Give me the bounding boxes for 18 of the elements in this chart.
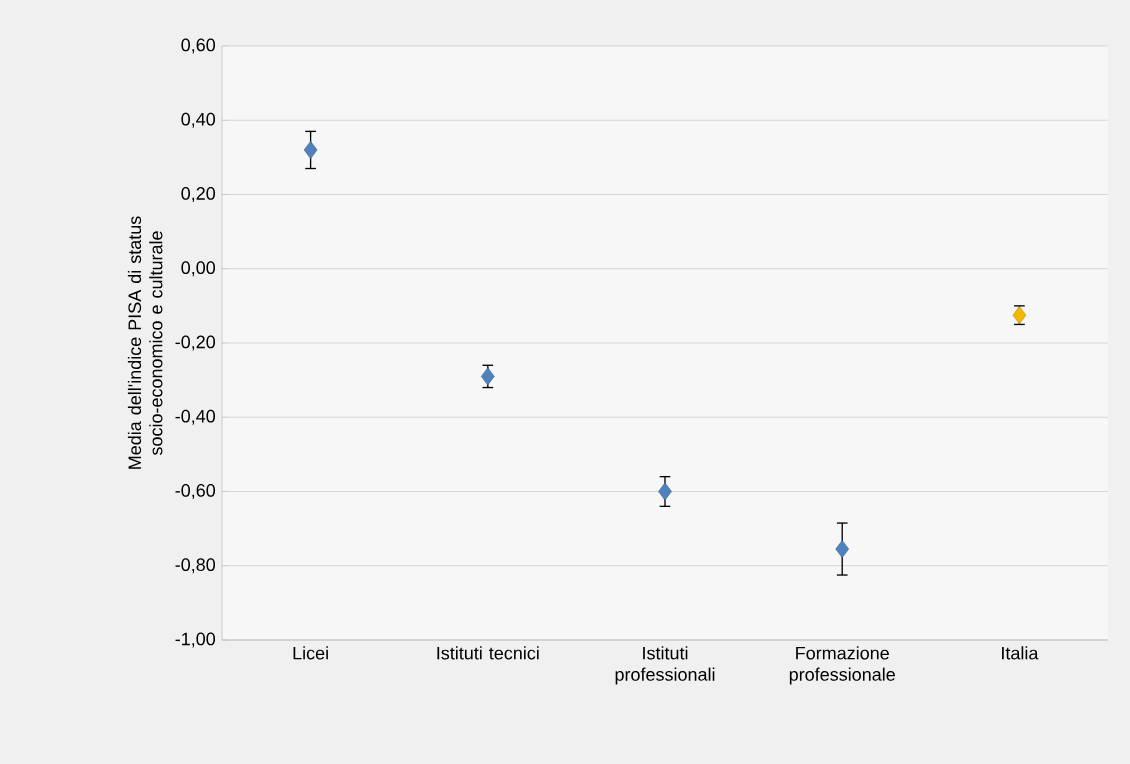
y-axis-title: Media dell'indice PISA di status socio-economico e culturale <box>127 216 163 469</box>
y-tick-label: 0,20 <box>181 187 216 202</box>
y-tick-label: -0,60 <box>175 484 216 499</box>
y-tick-label: -1,00 <box>175 632 216 648</box>
x-tick-label: Italia <box>1002 646 1039 660</box>
y-tick-label: 0,00 <box>181 261 216 277</box>
y-tick-label: -0,80 <box>175 558 216 574</box>
point <box>303 141 318 159</box>
y-tick-label: -0,20 <box>175 335 216 351</box>
y-tick-label: 0,40 <box>181 112 216 128</box>
x-tick-label: Istituti professionali <box>615 646 715 685</box>
point <box>835 540 849 558</box>
x-tick-label: Istituti tecnici <box>437 646 539 660</box>
x-tick-label: Formazione professionale <box>789 646 895 685</box>
y-tick-label: 0,60 <box>181 38 216 54</box>
point <box>658 482 672 501</box>
x-tick-label: Licei <box>293 646 328 660</box>
y-tick-label: -0,40 <box>175 409 216 425</box>
